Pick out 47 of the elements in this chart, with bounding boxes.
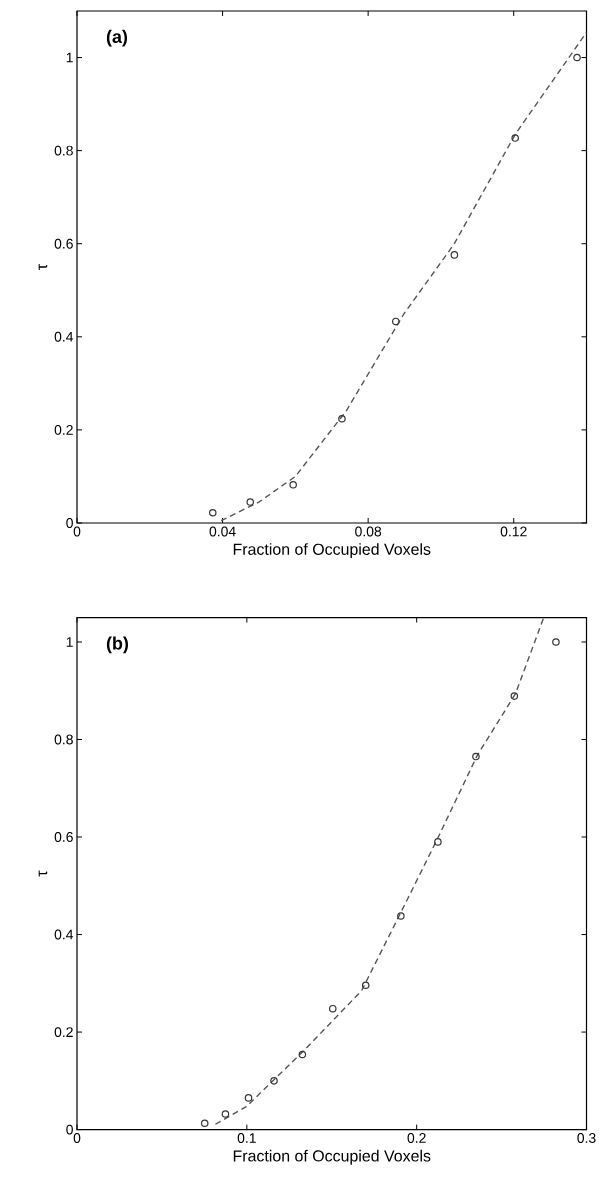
x-tick-label: 0.1	[237, 1133, 256, 1143]
point	[298, 1050, 307, 1059]
x-tick-label: 0.2	[407, 1133, 426, 1143]
point	[338, 414, 346, 423]
point	[328, 1004, 337, 1013]
annotation: (a)	[106, 29, 128, 47]
point	[552, 638, 560, 646]
point	[200, 1119, 209, 1128]
y-tick-label: 0.4	[54, 929, 74, 940]
point	[244, 1094, 253, 1102]
point	[270, 1077, 278, 1085]
x-axis-title: Fraction of Occupied Voxels	[233, 543, 431, 559]
point	[208, 508, 217, 517]
y-tick-label: 0.6	[54, 238, 73, 249]
point	[511, 134, 519, 142]
point	[472, 752, 480, 761]
y-tick-label: 0.6	[54, 832, 73, 842]
point	[221, 1110, 230, 1118]
x-tick-label: 0.08	[355, 526, 382, 537]
y-tick-label: 0.4	[54, 331, 74, 342]
x-axis-title: Fraction of Occupied Voxels	[233, 1149, 431, 1165]
point	[289, 481, 297, 489]
y-tick-label: 1	[66, 52, 73, 63]
x-tick-label: 0.3	[577, 1133, 596, 1143]
x-tick-label: 0.04	[209, 526, 236, 537]
y-tick-label: 1	[66, 637, 73, 647]
y-axis-title: τ	[38, 870, 48, 877]
point	[510, 692, 519, 700]
line-series	[214, 617, 545, 1125]
point	[361, 981, 370, 990]
x-tick-label: 0.12	[500, 526, 527, 537]
y-tick-label: 0.2	[54, 424, 73, 435]
point	[246, 498, 255, 506]
annotation: (b)	[106, 636, 128, 654]
point	[434, 838, 442, 846]
x-tick-label: 0	[73, 526, 81, 537]
point	[392, 317, 400, 326]
point	[573, 53, 581, 62]
y-tick-label: 0.8	[54, 734, 73, 745]
y-tick-label: 0	[66, 1124, 73, 1135]
point	[397, 912, 405, 920]
y-tick-label: 0.8	[54, 145, 73, 156]
point	[450, 251, 459, 259]
y-axis-title: τ	[38, 263, 48, 270]
y-tick-label: 0.2	[54, 1027, 73, 1038]
x-tick-label: 0	[73, 1133, 81, 1143]
y-tick-label: 0	[66, 518, 73, 528]
